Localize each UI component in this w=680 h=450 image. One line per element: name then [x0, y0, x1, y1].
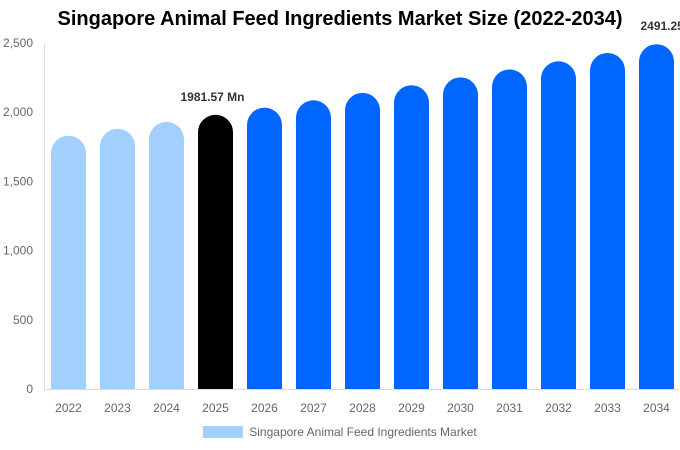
data-label: 2491.25 Mn — [640, 19, 680, 33]
legend-swatch — [203, 426, 244, 438]
bar-2032 — [541, 61, 576, 389]
data-label: 1981.57 Mn — [180, 90, 244, 104]
x-tick-label: 2023 — [104, 401, 131, 415]
bar-2025 — [198, 114, 233, 389]
bar-2030 — [443, 77, 478, 390]
x-tick-label: 2028 — [349, 401, 376, 415]
x-tick-label: 2031 — [496, 401, 523, 415]
y-tick-label: 1,500 — [3, 174, 33, 188]
y-tick-label: 0 — [26, 382, 33, 396]
legend: Singapore Animal Feed Ingredients Market — [0, 425, 680, 439]
bar-2023 — [100, 128, 135, 390]
bar-2024 — [149, 121, 184, 389]
bar-2026 — [247, 107, 282, 389]
bar-2029 — [394, 85, 429, 389]
x-tick-label: 2022 — [55, 401, 82, 415]
bar-2031 — [492, 69, 527, 390]
x-tick-label: 2032 — [545, 401, 572, 415]
legend-label: Singapore Animal Feed Ingredients Market — [249, 425, 477, 439]
x-tick-label: 2029 — [398, 401, 425, 415]
x-tick-label: 2034 — [643, 401, 670, 415]
bar-2033 — [590, 52, 625, 390]
y-tick-label: 1,000 — [3, 244, 33, 258]
x-tick-label: 2030 — [447, 401, 474, 415]
x-tick-label: 2024 — [153, 401, 180, 415]
y-tick-label: 2,000 — [3, 105, 33, 119]
x-tick-label: 2027 — [300, 401, 327, 415]
y-tick-label: 2,500 — [3, 36, 33, 50]
x-tick-label: 2026 — [251, 401, 278, 415]
bar-2022 — [51, 135, 86, 389]
bar-2034 — [639, 44, 674, 389]
bar-2028 — [345, 92, 380, 389]
chart-title: Singapore Animal Feed Ingredients Market… — [57, 8, 623, 30]
y-tick-label: 500 — [13, 313, 33, 327]
x-tick-label: 2033 — [594, 401, 621, 415]
bar-2027 — [296, 100, 331, 389]
x-tick-label: 2025 — [202, 401, 229, 415]
